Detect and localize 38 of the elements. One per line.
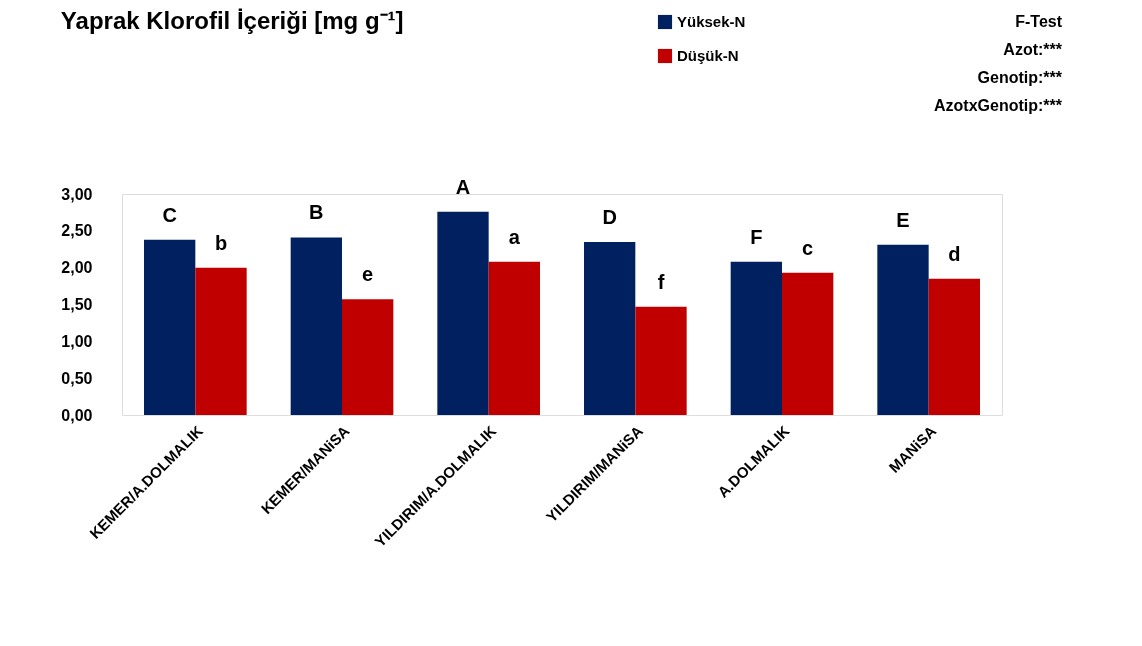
bar <box>877 244 929 415</box>
data-label: A <box>455 175 471 198</box>
bar <box>290 237 342 415</box>
bar <box>342 299 394 415</box>
text: AzotxGenotip:*** <box>934 97 1063 114</box>
bar <box>144 239 196 415</box>
text: F-Test <box>1015 13 1063 30</box>
y-tick-label: 1,50 <box>61 296 93 313</box>
bar <box>730 261 782 415</box>
y-tick-label: 0,50 <box>61 369 93 387</box>
data-label: B <box>309 201 324 224</box>
bar <box>437 211 489 415</box>
text: Azot:*** <box>1003 41 1063 58</box>
bar <box>635 306 687 415</box>
text: Genotip:*** <box>977 69 1063 86</box>
data-label: C <box>162 203 177 226</box>
data-label: b <box>214 231 228 254</box>
chart-title: Yaprak Klorofil İçeriği [mg g⁻¹] <box>60 7 404 34</box>
bar <box>782 272 834 415</box>
data-label: f <box>657 270 665 293</box>
legend-label: Düşük-N <box>677 47 739 64</box>
bar <box>195 267 247 415</box>
bar <box>584 241 636 415</box>
data-label: d <box>948 242 961 265</box>
y-tick-label: 1,00 <box>61 332 93 350</box>
data-label: D <box>602 205 617 228</box>
data-label: c <box>802 236 814 259</box>
y-tick-label: 0,00 <box>61 406 93 424</box>
y-tick-label: 2,50 <box>61 222 93 240</box>
data-label: E <box>896 208 910 231</box>
bar <box>488 261 540 415</box>
y-tick-label: 3,00 <box>61 185 93 203</box>
legend-label: Yüksek-N <box>677 13 746 30</box>
data-label: e <box>362 263 374 286</box>
bar <box>928 278 980 415</box>
data-label: a <box>508 225 521 248</box>
y-tick-label: 2,00 <box>61 259 93 277</box>
data-label: F <box>750 225 763 248</box>
